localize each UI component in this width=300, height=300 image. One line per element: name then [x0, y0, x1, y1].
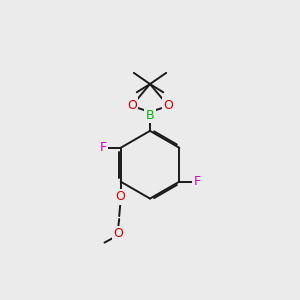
- Text: O: O: [116, 190, 126, 203]
- Text: O: O: [113, 227, 123, 240]
- Text: O: O: [127, 99, 137, 112]
- Text: O: O: [163, 99, 173, 112]
- Text: F: F: [194, 175, 201, 188]
- Text: B: B: [146, 109, 154, 122]
- Text: F: F: [99, 141, 106, 154]
